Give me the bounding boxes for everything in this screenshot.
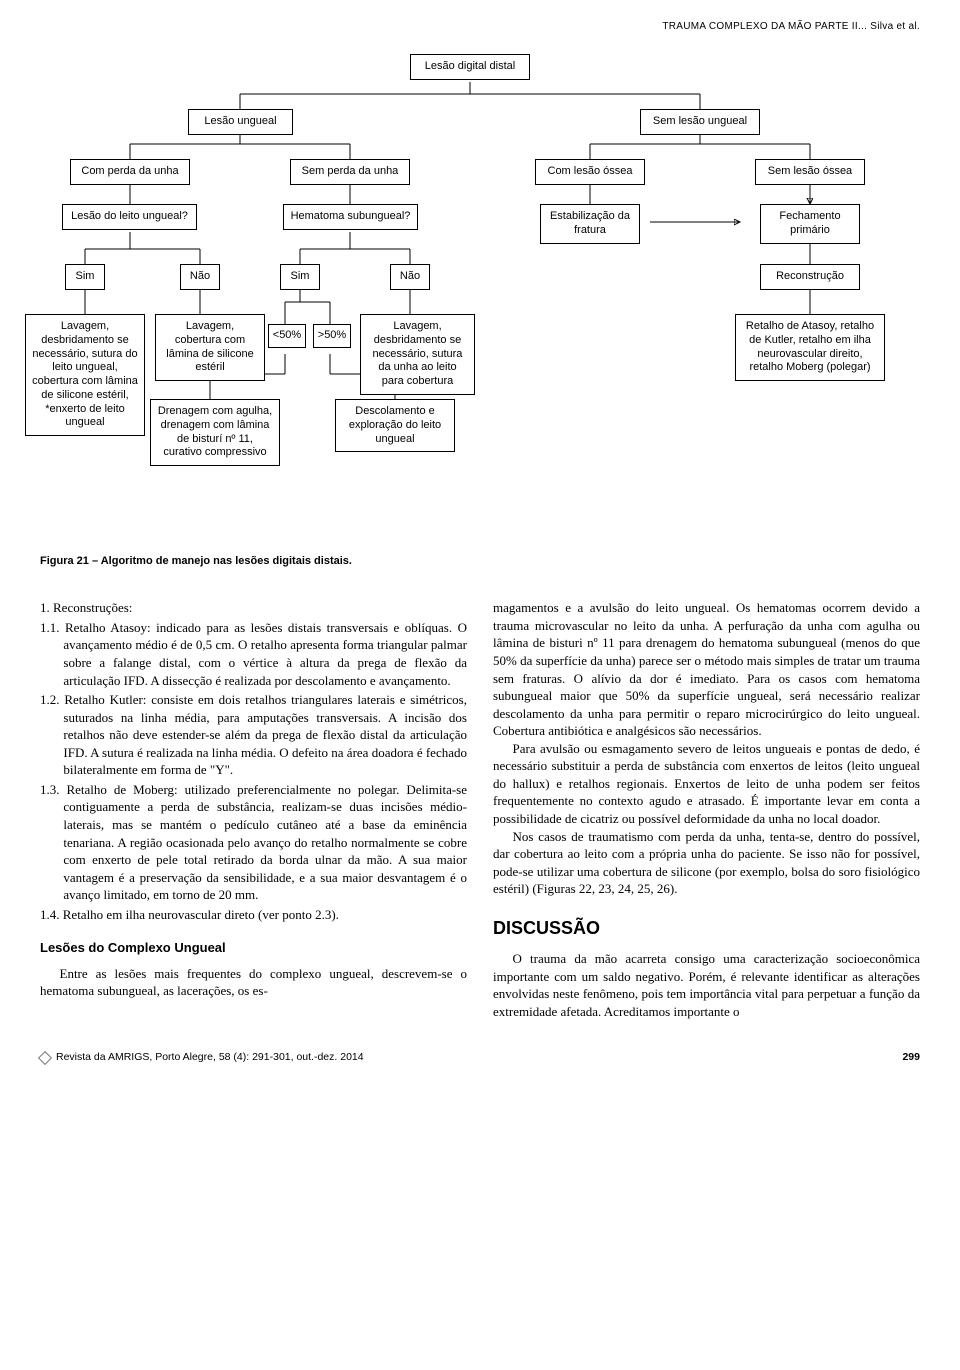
node-leafB: Lavagem, cobertura com lâmina de silicon… [155,314,265,381]
subheading-lesoes: Lesões do Complexo Ungueal [40,939,467,957]
para-lesoes: Entre as lesões mais frequentes do compl… [40,965,467,1000]
node-leafA: Lavagem, desbridamento se necessário, su… [25,314,145,436]
item-1-1: 1.1. Retalho Atasoy: indicado para as le… [40,619,467,689]
para-r3: Nos casos de traumatismo com perda da un… [493,828,920,898]
item-1-2: 1.2. Retalho Kutler: consiste em dois re… [40,691,467,779]
body-columns: 1. Reconstruções: 1.1. Retalho Atasoy: i… [40,599,920,1020]
node-l3d: Sem lesão óssea [755,159,865,185]
node-l3a: Com perda da unha [70,159,190,185]
node-leafD2: Descolamento e exploração do leito ungue… [335,399,455,452]
node-lt50: <50% [268,324,306,348]
footer-journal: Revista da AMRIGS, Porto Alegre, 58 (4):… [56,1050,364,1065]
node-l3c: Com lesão óssea [535,159,645,185]
flowchart: Lesão digital distal Lesão ungueal Sem l… [40,54,920,534]
node-gt50: >50% [313,324,351,348]
sec-1-heading: 1. Reconstruções: [40,599,467,617]
node-l2a: Lesão ungueal [188,109,293,135]
node-sim1: Sim [65,264,105,290]
para-r2: Para avulsão ou esmagamento severo de le… [493,740,920,828]
node-leafD: Lavagem, desbridamento se necessário, su… [360,314,475,395]
node-l4d: Fechamento primário [760,204,860,244]
right-column: magamentos e a avulsão do leito ungueal.… [493,599,920,1020]
node-l4c: Estabilização da fratura [540,204,640,244]
item-1-3: 1.3. Retalho de Moberg: utilizado prefer… [40,781,467,904]
footer-page-number: 299 [902,1050,920,1065]
left-column: 1. Reconstruções: 1.1. Retalho Atasoy: i… [40,599,467,1020]
footer-ornament-icon [38,1050,52,1064]
node-sim2: Sim [280,264,320,290]
node-l4a: Lesão do leito ungueal? [62,204,197,230]
figure-caption: Figura 21 – Algoritmo de manejo nas lesõ… [40,554,920,569]
node-nao2: Não [390,264,430,290]
page-footer: Revista da AMRIGS, Porto Alegre, 58 (4):… [40,1050,920,1065]
node-leafE: Retalho de Atasoy, retalho de Kutler, re… [735,314,885,381]
heading-discussao: DISCUSSÃO [493,916,920,940]
node-root: Lesão digital distal [410,54,530,80]
para-r1: magamentos e a avulsão do leito ungueal.… [493,599,920,739]
node-recon: Reconstrução [760,264,860,290]
node-leafB2: Drenagem com agulha, drenagem com lâmina… [150,399,280,466]
node-l2b: Sem lesão ungueal [640,109,760,135]
para-r4: O trauma da mão acarreta consigo uma car… [493,950,920,1020]
node-l3b: Sem perda da unha [290,159,410,185]
node-nao1: Não [180,264,220,290]
node-l4b: Hematoma subungueal? [283,204,418,230]
item-1-4: 1.4. Retalho em ilha neurovascular diret… [40,906,467,924]
running-head: TRAUMA COMPLEXO DA MÃO PARTE II... Silva… [40,20,920,34]
